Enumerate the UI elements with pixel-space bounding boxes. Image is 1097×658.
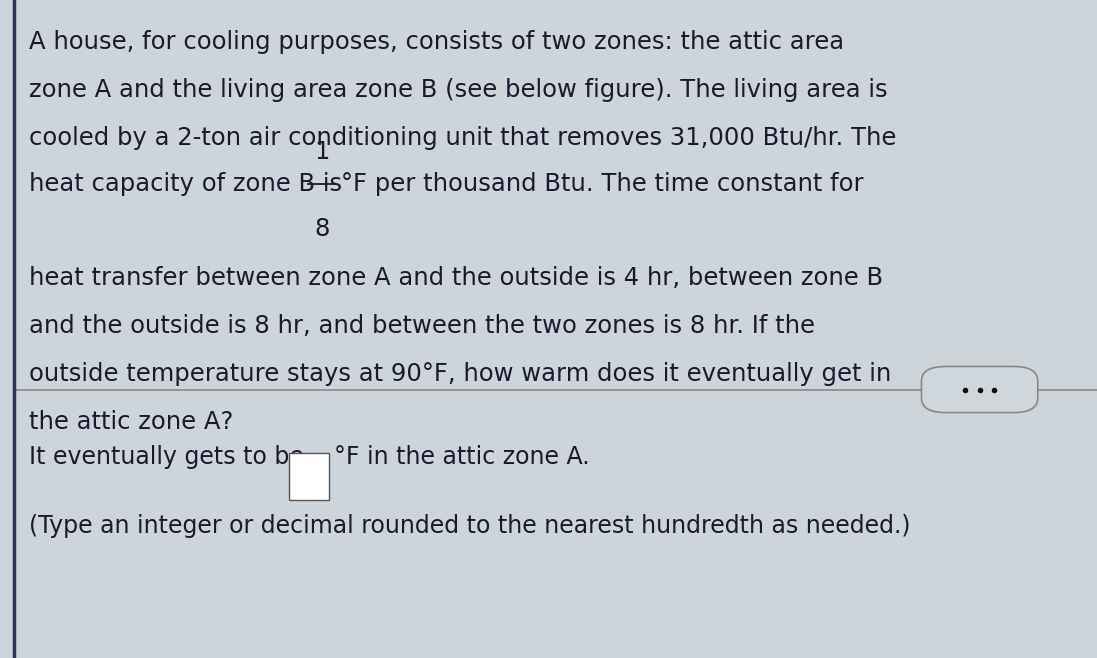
Text: the attic zone A?: the attic zone A? bbox=[29, 411, 233, 434]
Text: outside temperature stays at 90°F, how warm does it eventually get in: outside temperature stays at 90°F, how w… bbox=[29, 363, 891, 386]
Text: 1: 1 bbox=[314, 140, 329, 164]
Text: It eventually gets to be: It eventually gets to be bbox=[29, 445, 310, 469]
FancyBboxPatch shape bbox=[921, 367, 1038, 413]
FancyBboxPatch shape bbox=[290, 453, 329, 500]
Text: zone A and the living area zone B (see below figure). The living area is: zone A and the living area zone B (see b… bbox=[29, 78, 887, 101]
Text: cooled by a 2-ton air conditioning unit that removes 31,000 Btu/hr. The: cooled by a 2-ton air conditioning unit … bbox=[29, 126, 896, 149]
Text: °F in the attic zone A.: °F in the attic zone A. bbox=[333, 445, 590, 469]
Text: (Type an integer or decimal rounded to the nearest hundredth as needed.): (Type an integer or decimal rounded to t… bbox=[29, 515, 911, 538]
Text: heat capacity of zone B is: heat capacity of zone B is bbox=[29, 172, 350, 195]
Text: and the outside is 8 hr, and between the two zones is 8 hr. If the: and the outside is 8 hr, and between the… bbox=[29, 315, 814, 338]
Text: 8: 8 bbox=[314, 217, 329, 241]
Text: A house, for cooling purposes, consists of two zones: the attic area: A house, for cooling purposes, consists … bbox=[29, 30, 844, 53]
Text: heat transfer between zone A and the outside is 4 hr, between zone B: heat transfer between zone A and the out… bbox=[29, 266, 883, 290]
Text: °F per thousand Btu. The time constant for: °F per thousand Btu. The time constant f… bbox=[341, 172, 864, 195]
